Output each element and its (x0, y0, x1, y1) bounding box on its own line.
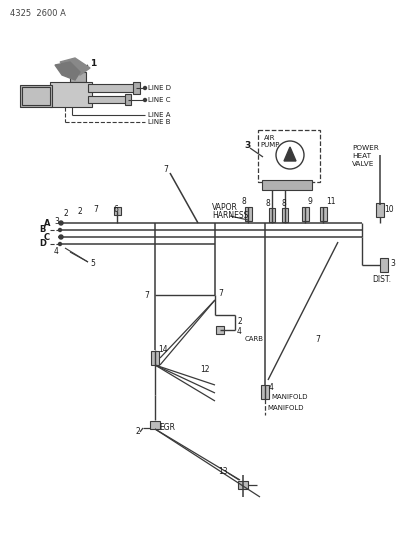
Bar (282, 208, 288, 222)
Text: 5: 5 (90, 260, 95, 269)
Bar (50, 82, 92, 107)
Bar (269, 208, 275, 222)
Bar (70, 72, 86, 82)
Text: 1: 1 (90, 59, 96, 68)
Text: 4325  2600 A: 4325 2600 A (10, 10, 66, 19)
Bar (88, 84, 136, 92)
Text: A: A (44, 219, 50, 228)
Circle shape (58, 229, 62, 231)
Circle shape (276, 141, 304, 169)
Text: VALVE: VALVE (352, 161, 375, 167)
Text: 14: 14 (158, 345, 168, 354)
Text: 7: 7 (93, 206, 98, 214)
Bar (258, 130, 320, 182)
Text: 7: 7 (218, 288, 223, 297)
Text: D: D (39, 239, 46, 248)
Text: 7: 7 (144, 290, 149, 300)
Bar (380, 258, 388, 272)
Circle shape (58, 243, 62, 246)
Bar (88, 96, 128, 103)
Text: 6: 6 (113, 206, 118, 214)
Bar (125, 94, 131, 105)
Text: 2: 2 (237, 318, 242, 327)
Text: HARNESS: HARNESS (212, 211, 248, 220)
Bar (302, 207, 308, 221)
Text: 8: 8 (281, 199, 286, 208)
Text: 13: 13 (218, 466, 228, 475)
Text: POWER: POWER (352, 145, 379, 151)
Bar (216, 326, 224, 334)
Text: 2: 2 (64, 209, 69, 219)
Text: LINE D: LINE D (148, 85, 171, 91)
Text: 3: 3 (54, 217, 59, 227)
Text: 2: 2 (135, 427, 140, 437)
Text: C: C (44, 232, 50, 241)
Circle shape (59, 221, 63, 225)
Bar (113, 207, 120, 215)
Text: 4: 4 (269, 384, 274, 392)
Text: B: B (40, 225, 46, 235)
Text: 8: 8 (266, 199, 271, 208)
Bar (151, 351, 159, 365)
Bar (261, 385, 269, 399)
Text: 4: 4 (237, 327, 242, 336)
Bar (150, 421, 160, 429)
Text: 12: 12 (200, 366, 209, 375)
Text: LINE A: LINE A (148, 112, 171, 118)
Text: 10: 10 (384, 206, 394, 214)
Bar (20, 85, 52, 107)
Bar (22, 87, 50, 105)
Text: 11: 11 (326, 198, 335, 206)
Text: MANIFOLD: MANIFOLD (271, 394, 308, 400)
Text: 3: 3 (390, 259, 395, 268)
Bar (244, 207, 251, 221)
Circle shape (59, 235, 63, 239)
Text: 7: 7 (163, 166, 168, 174)
Bar (133, 82, 140, 94)
Text: 2: 2 (78, 206, 83, 215)
Text: DIST.: DIST. (372, 276, 391, 285)
Circle shape (144, 99, 146, 101)
Text: MANIFOLD: MANIFOLD (267, 405, 304, 411)
Text: 4: 4 (54, 246, 59, 255)
Text: LINE C: LINE C (148, 97, 171, 103)
Text: PUMP: PUMP (260, 142, 280, 148)
Text: VAPOR: VAPOR (212, 204, 238, 213)
Text: CARB: CARB (245, 336, 264, 342)
Text: 3: 3 (244, 141, 250, 149)
Polygon shape (55, 62, 80, 80)
Circle shape (144, 86, 146, 90)
Bar (319, 207, 326, 221)
Bar (376, 203, 384, 217)
Text: 8: 8 (242, 198, 247, 206)
Text: AIR: AIR (264, 135, 276, 141)
Bar (238, 481, 248, 489)
Text: 9: 9 (308, 198, 313, 206)
Polygon shape (284, 147, 296, 161)
Polygon shape (60, 58, 90, 75)
Text: LINE B: LINE B (148, 119, 171, 125)
Text: 7: 7 (315, 335, 320, 344)
Bar (262, 180, 312, 190)
Text: EGR: EGR (159, 424, 175, 432)
Text: HEAT: HEAT (352, 153, 371, 159)
